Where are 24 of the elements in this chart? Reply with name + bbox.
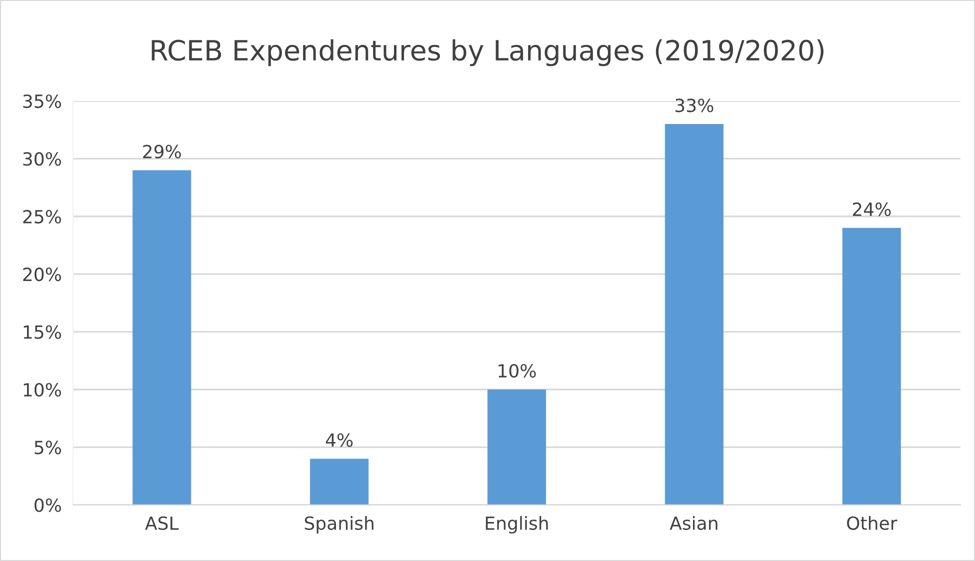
x-tick-label: English xyxy=(486,516,548,534)
data-label: 4% xyxy=(326,433,353,447)
y-tick-label: 30% xyxy=(23,152,62,166)
data-label: 33% xyxy=(676,98,714,112)
y-tick-label: 0% xyxy=(34,498,62,512)
data-label: 10% xyxy=(498,364,536,378)
x-tick-label: Other xyxy=(847,516,898,530)
y-tick-label: 25% xyxy=(23,210,62,224)
y-tick-label: 35% xyxy=(23,94,62,108)
y-tick-label: 15% xyxy=(24,325,62,339)
data-label: 29% xyxy=(143,144,181,158)
bar xyxy=(487,389,546,505)
y-tick-label: 10% xyxy=(24,382,62,397)
y-tick-label: 5% xyxy=(34,440,62,454)
bar xyxy=(664,124,724,505)
x-tick-label: Asian xyxy=(670,516,718,530)
bar xyxy=(132,170,192,505)
bar xyxy=(310,458,369,505)
bar xyxy=(842,228,901,505)
chart-title: RCEB Expendentures by Languages (2019/2020) xyxy=(152,39,824,66)
x-tick-label: ASL xyxy=(145,516,179,530)
data-label: 24% xyxy=(852,202,891,216)
x-tick-label: Spanish xyxy=(304,516,374,534)
y-tick-label: 20% xyxy=(23,268,62,282)
